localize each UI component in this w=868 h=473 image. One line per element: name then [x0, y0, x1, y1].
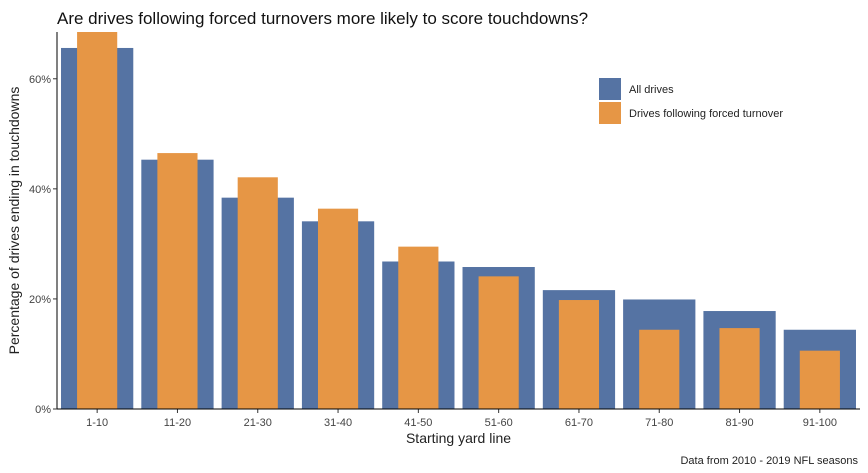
bar-forced-turnover-71-80	[639, 329, 680, 409]
bar-forced-turnover-11-20	[157, 153, 198, 409]
x-tick-label: 11-20	[164, 417, 191, 429]
bar-forced-turnover-51-60	[478, 276, 519, 409]
y-tick-label: 20%	[29, 294, 51, 306]
x-tick-label: 61-70	[565, 417, 593, 429]
bar-forced-turnover-31-40	[317, 208, 359, 409]
legend-swatch	[599, 102, 621, 124]
chart-caption: Data from 2010 - 2019 NFL seasons	[680, 455, 858, 467]
x-tick-label: 21-30	[244, 417, 272, 429]
legend-swatch	[599, 78, 621, 100]
x-tick-label: 81-90	[725, 417, 753, 429]
bar-forced-turnover-61-70	[558, 300, 600, 409]
x-tick-label: 31-40	[324, 417, 352, 429]
bar-forced-turnover-91-100	[799, 350, 840, 409]
legend-label: Drives following forced turnover	[629, 108, 783, 120]
chart-title: Are drives following forced turnovers mo…	[57, 9, 588, 28]
y-tick-label: 40%	[29, 184, 51, 196]
bar-forced-turnover-1-10	[77, 32, 118, 409]
y-tick-label: 0%	[35, 404, 51, 416]
x-tick-label: 41-50	[404, 417, 432, 429]
y-tick-label: 60%	[29, 74, 51, 86]
x-tick-label: 51-60	[485, 417, 513, 429]
x-tick-label: 91-100	[803, 417, 837, 429]
bar-forced-turnover-81-90	[719, 328, 760, 409]
y-axis-label: Percentage of drives ending in touchdown…	[6, 87, 22, 355]
x-tick-label: 1-10	[86, 417, 108, 429]
x-tick-label: 71-80	[645, 417, 673, 429]
x-axis-label: Starting yard line	[406, 430, 511, 446]
bar-forced-turnover-21-30	[237, 177, 278, 409]
legend: All drives Drives following forced turnov…	[599, 78, 783, 124]
plot-area: 1-10 11-20 21-30 31-40 41-50 51-60 61-70 71-80 8…	[29, 32, 860, 429]
legend-label: All drives	[629, 84, 674, 96]
bar-forced-turnover-41-50	[398, 246, 439, 409]
